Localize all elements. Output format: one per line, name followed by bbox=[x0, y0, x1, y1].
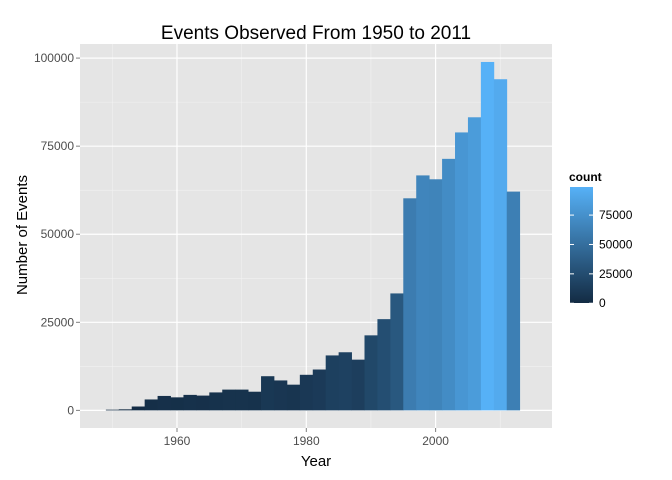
x-tick-label: 1980 bbox=[293, 434, 320, 448]
histogram-bar bbox=[480, 61, 495, 411]
histogram-bar bbox=[170, 397, 184, 411]
histogram-bar bbox=[248, 391, 262, 411]
histogram-bar bbox=[196, 395, 210, 411]
histogram-bar bbox=[222, 389, 236, 411]
histogram-bar bbox=[351, 359, 365, 411]
x-tick-label: 2000 bbox=[422, 434, 449, 448]
histogram-bar bbox=[364, 335, 378, 411]
y-tick-label: 75000 bbox=[41, 139, 75, 153]
y-tick-label: 25000 bbox=[41, 315, 75, 329]
histogram-bar bbox=[390, 293, 404, 411]
legend-title: count bbox=[569, 170, 602, 184]
histogram-bar bbox=[493, 79, 508, 411]
chart-title: Events Observed From 1950 to 2011 bbox=[161, 23, 471, 44]
histogram-bar bbox=[403, 198, 417, 411]
histogram-bar bbox=[299, 374, 314, 411]
y-tick-label: 100000 bbox=[34, 51, 74, 65]
histogram-bar bbox=[209, 392, 223, 411]
y-axis-title: Number of Events bbox=[14, 175, 31, 295]
histogram-bar bbox=[235, 389, 249, 411]
x-tick-label: 1960 bbox=[164, 434, 191, 448]
histogram-bar bbox=[183, 394, 197, 411]
histogram-bar bbox=[118, 409, 133, 411]
histogram-bar bbox=[506, 191, 521, 411]
histogram-bar bbox=[455, 132, 469, 411]
histogram-bar bbox=[273, 380, 288, 411]
histogram-bar bbox=[286, 384, 301, 411]
histogram-bar bbox=[416, 175, 430, 411]
histogram-bar bbox=[131, 406, 146, 411]
histogram-bar bbox=[429, 179, 443, 411]
legend-label: 0 bbox=[599, 296, 606, 310]
legend-colorbar bbox=[570, 187, 593, 303]
histogram-bar bbox=[442, 158, 456, 411]
histogram-bar bbox=[377, 319, 391, 411]
x-axis-title: Year bbox=[301, 453, 331, 470]
histogram-bar bbox=[261, 376, 275, 411]
histogram-bar bbox=[157, 395, 171, 411]
legend-label: 25000 bbox=[599, 267, 633, 281]
histogram-bar bbox=[338, 352, 352, 411]
legend-label: 75000 bbox=[599, 208, 633, 222]
y-tick-label: 0 bbox=[67, 403, 74, 417]
histogram-bar bbox=[467, 117, 482, 411]
histogram-bar bbox=[312, 369, 327, 411]
histogram-bar bbox=[105, 409, 120, 411]
histogram-bar bbox=[144, 399, 158, 411]
y-tick-label: 50000 bbox=[41, 227, 75, 241]
histogram-bar bbox=[325, 355, 340, 411]
legend-label: 50000 bbox=[599, 237, 633, 251]
